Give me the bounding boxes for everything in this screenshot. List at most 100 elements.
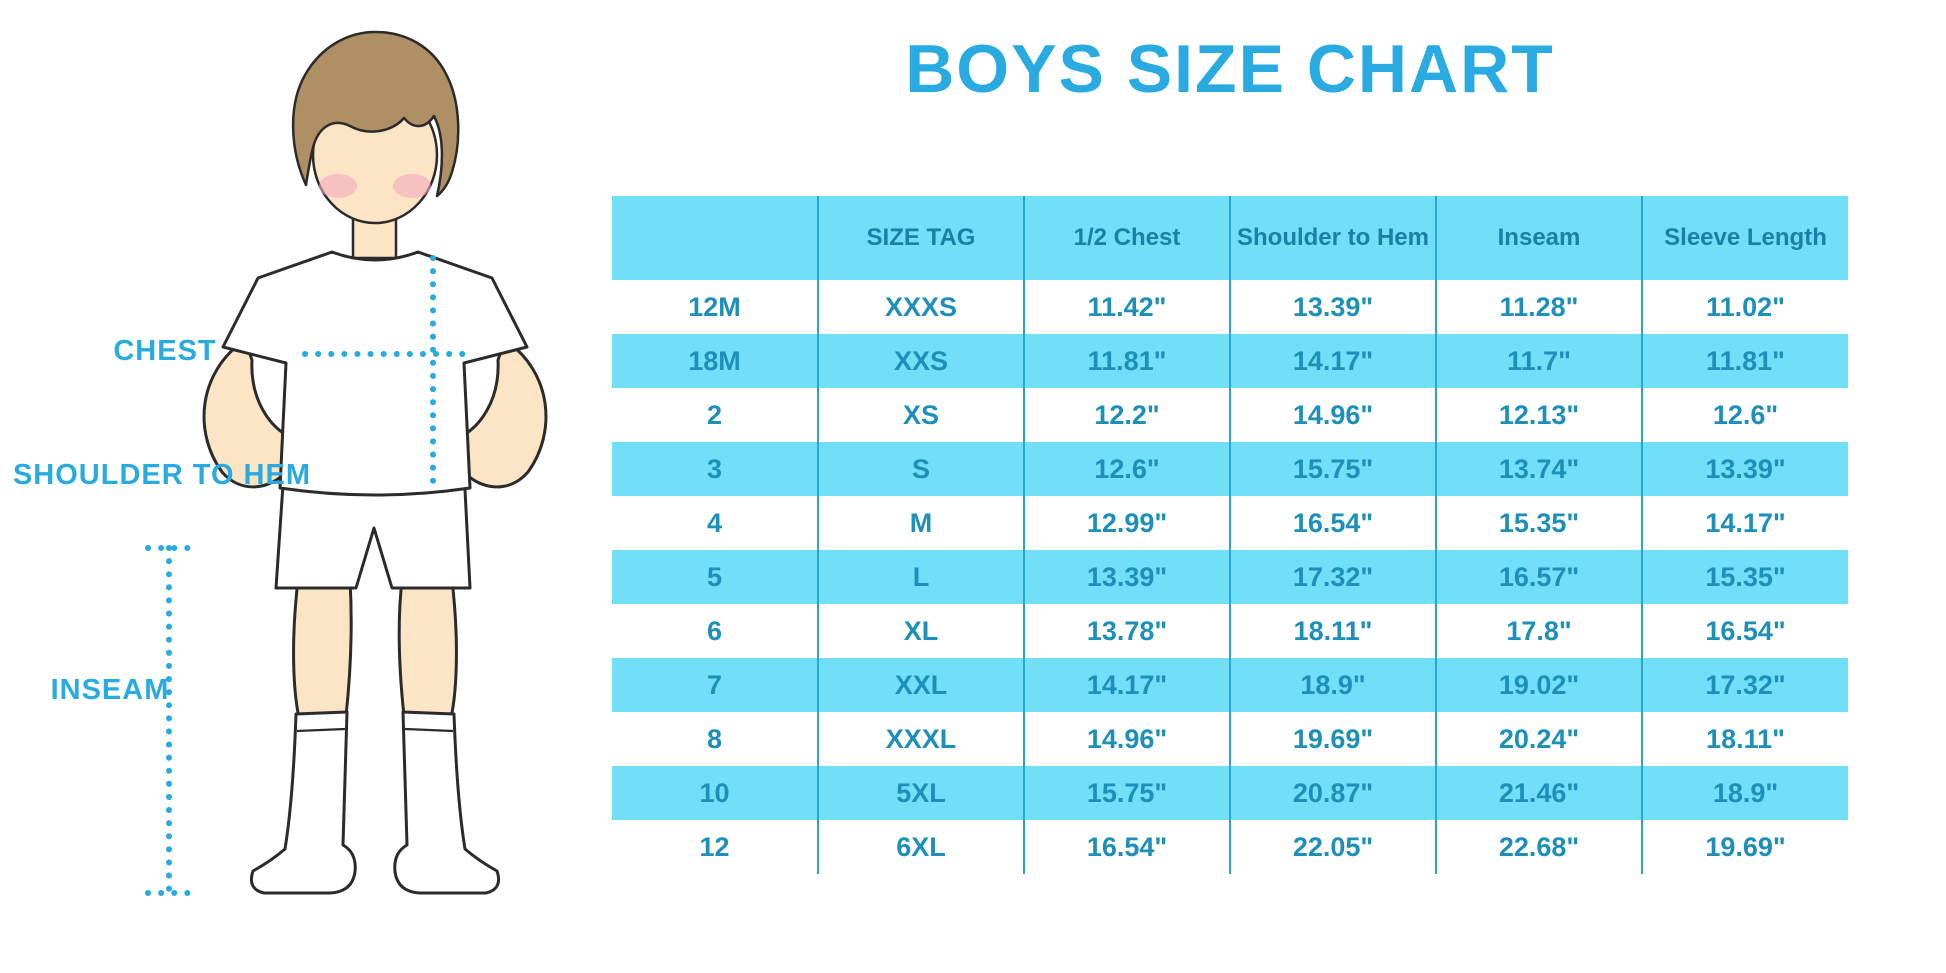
- table-cell: 6XL: [817, 820, 1024, 874]
- table-cell: 5XL: [817, 766, 1024, 820]
- boy-legs: [292, 578, 458, 720]
- table-cell: XS: [817, 388, 1024, 442]
- table-row: 12M XXXS 11.42" 13.39" 11.28" 11.02": [612, 280, 1848, 334]
- boy-measurement-illustration: [145, 30, 548, 896]
- table-cell: 18M: [612, 334, 818, 388]
- table-cell: XXS: [817, 334, 1024, 388]
- table-cell: 15.35": [1641, 550, 1848, 604]
- size-table: SIZE TAG 1/2 Chest Shoulder to Hem Inseam Sl…: [612, 196, 1848, 874]
- table-cell: 12.13": [1435, 388, 1642, 442]
- table-cell: 22.05": [1229, 820, 1436, 874]
- table-cell: 22.68": [1435, 820, 1642, 874]
- table-cell: 15.75": [1023, 766, 1230, 820]
- table-row: 5 L 13.39" 17.32" 16.57" 15.35": [612, 550, 1848, 604]
- table-cell: 4: [706, 507, 723, 538]
- table-cell: XXXS: [817, 280, 1024, 334]
- table-cell: 21.46": [1435, 766, 1642, 820]
- boy-socks: [249, 710, 501, 895]
- table-row: 2 XS 12.2" 14.96" 12.13" 12.6": [612, 388, 1848, 442]
- table-cell: 16.54": [1023, 820, 1230, 874]
- table-cell: 6: [706, 615, 723, 646]
- table-cell: 7: [612, 658, 818, 712]
- table-cell: 2: [706, 399, 723, 430]
- table-row: 10 5XL 15.75" 20.87" 21.46" 18.9": [612, 766, 1848, 820]
- table-cell: 14.17": [1229, 334, 1436, 388]
- table-cell: 19.02": [1435, 658, 1642, 712]
- table-cell: 18.11": [1641, 712, 1848, 766]
- table-cell: 16.57": [1435, 550, 1642, 604]
- shoulder-to-hem-label: SHOULDER TO HEM: [12, 459, 312, 491]
- table-cell: 12.99": [1023, 496, 1230, 550]
- table-cell: 12M: [688, 291, 741, 322]
- table-cell: 11.42": [1023, 280, 1230, 334]
- table-cell: 19.69": [1641, 820, 1848, 874]
- table-cell: 16.54": [1229, 496, 1436, 550]
- table-cell: 20.24": [1435, 712, 1642, 766]
- table-cell: 11.02": [1641, 280, 1848, 334]
- table-cell: 20.87": [1229, 766, 1436, 820]
- table-cell: 16.54": [1641, 604, 1848, 658]
- table-cell: 13.74": [1435, 442, 1642, 496]
- table-cell: 17.32": [1229, 550, 1436, 604]
- table-row: 4 M 12.99" 16.54" 15.35" 14.17": [612, 496, 1848, 550]
- table-row: 7 XXL 14.17" 18.9" 19.02" 17.32": [612, 658, 1848, 712]
- table-cell: 8: [706, 723, 723, 754]
- column-header-2: 1/2 Chest: [1023, 196, 1230, 280]
- table-cell: 12.6": [1641, 388, 1848, 442]
- boy-hair: [291, 30, 460, 198]
- table-cell: 13.39": [1023, 550, 1230, 604]
- column-header-4: Inseam: [1435, 196, 1642, 280]
- table-cell: 15.35": [1435, 496, 1642, 550]
- right-cheek: [393, 174, 431, 198]
- table-cell: 14.96": [1023, 712, 1230, 766]
- table-cell: 18.11": [1229, 604, 1436, 658]
- table-cell: M: [817, 496, 1024, 550]
- table-row: 18M XXS 11.81" 14.17" 11.7" 11.81": [612, 334, 1848, 388]
- table-cell: S: [817, 442, 1024, 496]
- table-cell: 12.6": [1023, 442, 1230, 496]
- chest-label: CHEST: [113, 335, 217, 367]
- inseam-label: INSEAM: [50, 674, 170, 706]
- size-table-header: SIZE TAG 1/2 Chest Shoulder to Hem Inseam Sl…: [612, 196, 1848, 280]
- column-header-3: Shoulder to Hem: [1229, 196, 1436, 280]
- table-cell: 18.9": [1229, 658, 1436, 712]
- table-cell: 3: [612, 442, 818, 496]
- table-cell: 14.17": [1023, 658, 1230, 712]
- table-cell: 5: [612, 550, 818, 604]
- header-row: SIZE TAG 1/2 Chest Shoulder to Hem Inseam Sl…: [612, 196, 1848, 280]
- table-cell: 11.81": [1023, 334, 1230, 388]
- table-cell: 14.96": [1229, 388, 1436, 442]
- boy-arms: [202, 338, 548, 489]
- table-cell: 11.81": [1641, 334, 1848, 388]
- table-row: 3 S 12.6" 15.75" 13.74" 13.39": [612, 442, 1848, 496]
- table-cell: XXXL: [817, 712, 1024, 766]
- left-cheek: [319, 174, 357, 198]
- table-row: 6 XL 13.78" 18.11" 17.8" 16.54": [612, 604, 1848, 658]
- table-row: 8 XXXL 14.96" 19.69" 20.24" 18.11": [612, 712, 1848, 766]
- table-row: 12 6XL 16.54" 22.05" 22.68" 19.69": [612, 820, 1848, 874]
- table-cell: 13.39": [1229, 280, 1436, 334]
- table-cell: 12.2": [1023, 388, 1230, 442]
- table-cell: 17.8": [1435, 604, 1642, 658]
- table-cell: 11.28": [1435, 280, 1642, 334]
- measurement-lines: [145, 255, 469, 896]
- boy-tshirt: [221, 250, 529, 497]
- table-cell: 14.17": [1641, 496, 1848, 550]
- table-cell: 15.75": [1229, 442, 1436, 496]
- table-cell: 19.69": [1229, 712, 1436, 766]
- table-cell: 18.9": [1641, 766, 1848, 820]
- column-header-1: SIZE TAG: [817, 196, 1024, 280]
- table-cell: 11.7": [1435, 334, 1642, 388]
- table-cell: 13.39": [1641, 442, 1848, 496]
- table-cell: XXL: [817, 658, 1024, 712]
- column-header-5: Sleeve Length: [1641, 196, 1848, 280]
- table-cell: 13.78": [1023, 604, 1230, 658]
- table-cell: 10: [612, 766, 818, 820]
- table-cell: 12: [699, 831, 730, 862]
- table-cell: XL: [817, 604, 1024, 658]
- page-title: BOYS SIZE CHART: [905, 31, 1555, 107]
- column-header-0: [612, 196, 818, 280]
- table-cell: L: [817, 550, 1024, 604]
- size-table-body: 12M XXXS 11.42" 13.39" 11.28" 11.02" 18M XXS 11.…: [612, 280, 1848, 874]
